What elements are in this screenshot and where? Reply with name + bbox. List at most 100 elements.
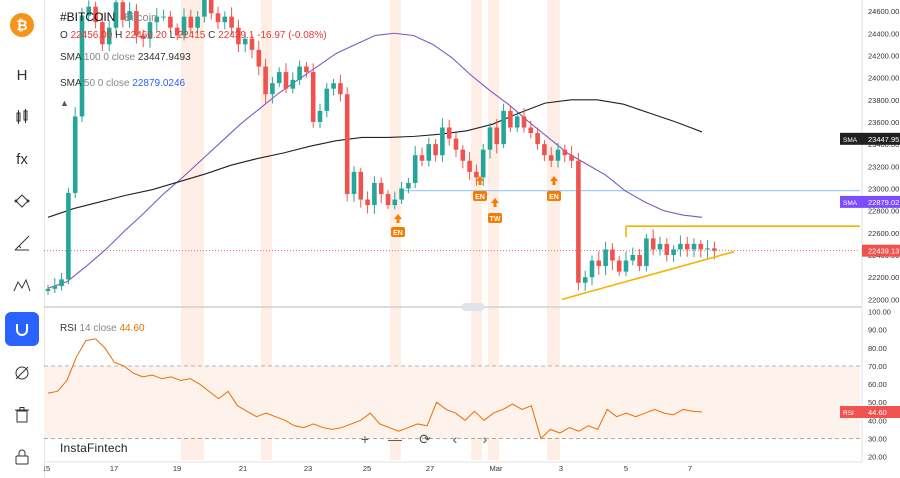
rsi-value-tag[interactable]: RSI 44.60 bbox=[840, 405, 900, 418]
function-icon[interactable]: fx bbox=[16, 150, 28, 168]
price-tick-label: 24600.00 bbox=[868, 7, 899, 16]
sma100-price-tag[interactable]: SMA 23447.95 bbox=[840, 132, 900, 145]
event-badge bbox=[473, 191, 487, 201]
event-marker[interactable]: EN bbox=[473, 176, 487, 201]
candle bbox=[181, 8, 187, 41]
candle bbox=[310, 63, 316, 128]
candle-body bbox=[623, 260, 629, 272]
candle-body bbox=[637, 255, 642, 267]
candle bbox=[154, 8, 160, 32]
zoom-in-button[interactable]: + bbox=[360, 431, 370, 447]
zoom-out-button[interactable]: — bbox=[388, 431, 402, 447]
sma50-price-tag-box bbox=[840, 195, 900, 208]
candle-body bbox=[86, 6, 92, 16]
rsi-tick-label: 30.00 bbox=[868, 434, 887, 443]
candle bbox=[521, 108, 527, 133]
candle-body bbox=[610, 249, 615, 261]
candle bbox=[297, 60, 302, 85]
candle-body bbox=[66, 192, 71, 280]
candle-body bbox=[440, 127, 445, 156]
magnet-icon[interactable] bbox=[5, 312, 39, 346]
candle bbox=[501, 103, 506, 149]
candle-body bbox=[582, 277, 588, 283]
rsi-legend[interactable]: RSI 14 close 44.60 bbox=[60, 323, 145, 334]
candle-body bbox=[290, 79, 296, 89]
scroll-left-button[interactable]: ‹ bbox=[452, 431, 458, 447]
event-marker[interactable]: EN bbox=[547, 176, 561, 201]
candle bbox=[467, 152, 472, 180]
event-marker[interactable]: EN bbox=[391, 214, 405, 237]
candle-body bbox=[433, 144, 438, 156]
candle bbox=[440, 118, 445, 162]
rsi-params: 14 close bbox=[79, 323, 117, 334]
candle-body bbox=[650, 238, 656, 250]
candle bbox=[174, 23, 180, 41]
price-tick-label: 22000.00 bbox=[868, 295, 899, 304]
ohlc-legend: O 22456.00 H 22460.20 L 22415 C 22439.1 … bbox=[60, 30, 327, 41]
candles-icon[interactable] bbox=[5, 100, 39, 134]
rsi-tick-label: 60.00 bbox=[868, 380, 887, 389]
current-price-tag[interactable]: 22439.13 bbox=[862, 244, 900, 257]
candle-body bbox=[555, 149, 561, 161]
candle bbox=[140, 29, 146, 48]
candle bbox=[569, 145, 574, 169]
lock-icon[interactable] bbox=[5, 440, 39, 474]
candle bbox=[399, 181, 404, 205]
candle bbox=[514, 112, 520, 133]
candle-body bbox=[406, 182, 411, 189]
candle bbox=[283, 63, 289, 94]
candle bbox=[208, 0, 214, 20]
candle bbox=[188, 9, 194, 34]
time-tick-label: 23 bbox=[304, 464, 312, 473]
symbol-name[interactable]: #BITCOIN bbox=[60, 10, 116, 24]
candle-body bbox=[630, 255, 636, 261]
candle bbox=[195, 11, 200, 34]
measure-icon[interactable] bbox=[5, 226, 39, 260]
rsi-value-tag-value: 44.60 bbox=[868, 408, 887, 417]
scroll-right-button[interactable]: › bbox=[482, 431, 488, 447]
rsi-band bbox=[44, 365, 860, 439]
bitcoin-logo-icon[interactable]: ₿ bbox=[5, 8, 39, 42]
collapse-legend-icon[interactable]: ▲ bbox=[60, 98, 69, 108]
pane-resize-handle[interactable] bbox=[462, 303, 484, 311]
candle bbox=[385, 190, 391, 209]
trash-icon[interactable] bbox=[5, 398, 39, 432]
candle bbox=[358, 167, 364, 208]
candle bbox=[555, 143, 561, 168]
session-highlight-zone bbox=[547, 0, 560, 460]
reset-chart-button[interactable]: ⟳ bbox=[419, 430, 431, 447]
candle-body bbox=[501, 110, 506, 145]
candle bbox=[304, 61, 309, 78]
candle bbox=[52, 278, 58, 294]
candle bbox=[106, 20, 112, 52]
candle bbox=[474, 164, 479, 186]
heikin-ashi-icon[interactable]: H bbox=[16, 66, 28, 84]
candle-body bbox=[297, 66, 302, 80]
candle bbox=[426, 137, 432, 167]
time-tick-label: 15 bbox=[44, 464, 50, 473]
high-value: 22460.20 bbox=[125, 30, 167, 41]
candle-body bbox=[657, 243, 663, 250]
candle-body bbox=[351, 171, 357, 195]
candle-body bbox=[521, 116, 527, 128]
time-tick-label: 21 bbox=[239, 464, 247, 473]
draw-tool-icon[interactable] bbox=[5, 184, 39, 218]
candle bbox=[508, 105, 513, 132]
candle bbox=[256, 40, 262, 76]
chart-navigation: + — ⟳ ‹ › bbox=[352, 428, 498, 450]
session-highlight-zone bbox=[488, 0, 499, 460]
candle-body bbox=[528, 127, 534, 134]
time-tick-label: 25 bbox=[363, 464, 371, 473]
current-price-tag-value: 22439.13 bbox=[868, 247, 899, 256]
candle-body bbox=[317, 110, 323, 122]
candle bbox=[542, 140, 547, 162]
candle-body bbox=[589, 260, 595, 278]
candle bbox=[412, 146, 418, 189]
pattern-icon[interactable] bbox=[5, 268, 39, 302]
sma50-price-tag[interactable]: SMA 22879.02 bbox=[840, 195, 900, 208]
sma100-legend[interactable]: SMA 100 0 close 23447.9493 bbox=[60, 52, 191, 63]
sma50-legend[interactable]: SMA 50 0 close 22879.0246 bbox=[60, 78, 185, 89]
event-marker[interactable]: TW bbox=[488, 198, 502, 223]
hide-drawings-icon[interactable] bbox=[5, 356, 39, 390]
